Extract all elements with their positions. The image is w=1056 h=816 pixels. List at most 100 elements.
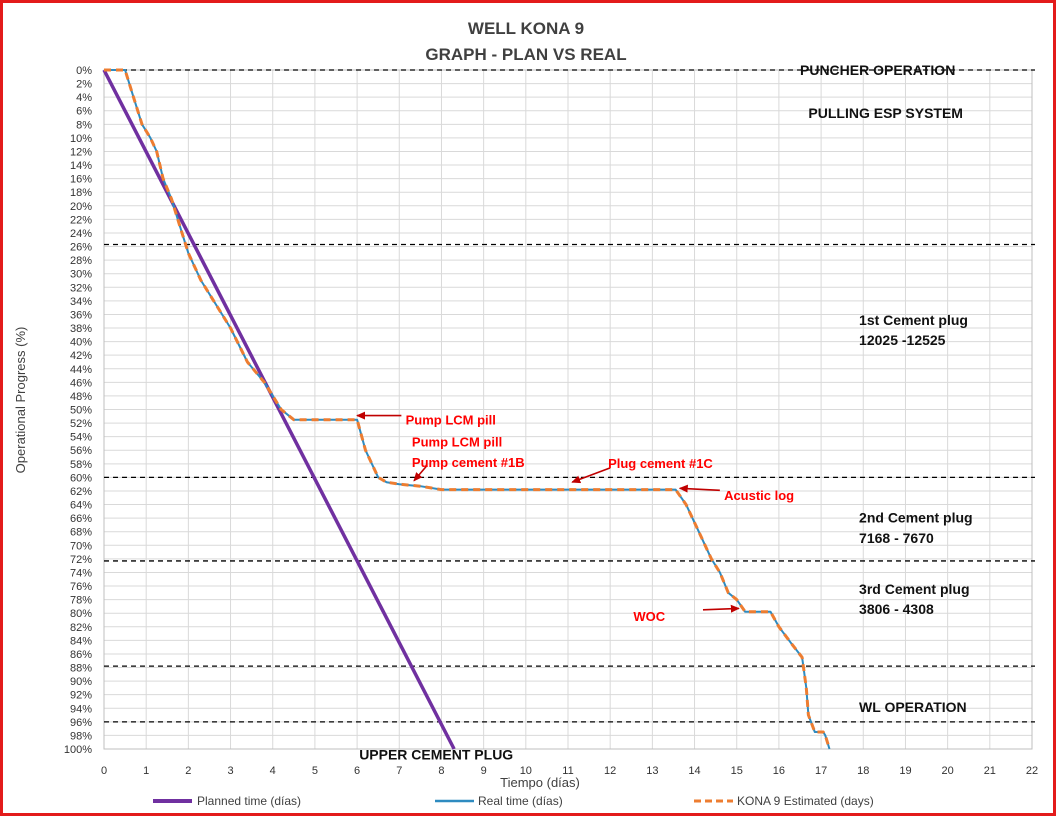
y-tick-label: 4% bbox=[76, 92, 92, 104]
phase-lines bbox=[104, 69, 1035, 723]
y-tick-label: 78% bbox=[70, 595, 92, 607]
annotation-acustic-log-arrow bbox=[678, 484, 720, 493]
y-tick-label: 68% bbox=[70, 527, 92, 539]
y-tick-label: 60% bbox=[70, 472, 92, 484]
annotation-plug-cement-1c-arrow bbox=[571, 467, 611, 484]
y-tick-label: 18% bbox=[70, 187, 92, 199]
y-tick-label: 42% bbox=[70, 350, 92, 362]
y-tick-label: 98% bbox=[70, 730, 92, 742]
y-tick-label: 38% bbox=[70, 323, 92, 335]
annotation-plug-cement-1c: Plug cement #1C bbox=[608, 456, 713, 471]
y-tick-label: 26% bbox=[70, 242, 92, 254]
section-first-cement-plug-depth: 12025 -12525 bbox=[859, 332, 946, 348]
annotation-pump-lcm-pill-2: Pump LCM pill bbox=[412, 434, 502, 449]
y-tick-label: 100% bbox=[64, 744, 92, 756]
x-tick-label: 14 bbox=[688, 765, 700, 777]
chart-subtitle: GRAPH - PLAN VS REAL bbox=[425, 45, 626, 64]
y-tick-label: 86% bbox=[70, 649, 92, 661]
x-tick-label: 5 bbox=[312, 765, 318, 777]
y-tick-label: 50% bbox=[70, 405, 92, 417]
y-tick-label: 28% bbox=[70, 255, 92, 267]
x-tick-label: 11 bbox=[562, 765, 573, 777]
x-tick-label: 21 bbox=[984, 765, 996, 777]
y-tick-label: 44% bbox=[70, 364, 92, 376]
y-tick-label: 0% bbox=[76, 65, 92, 77]
y-tick-label: 36% bbox=[70, 309, 92, 321]
section-first-cement-plug: 1st Cement plug bbox=[859, 312, 968, 328]
y-tick-label: 58% bbox=[70, 459, 92, 471]
y-tick-label: 22% bbox=[70, 214, 92, 226]
x-tick-label: 10 bbox=[520, 765, 532, 777]
legend: Planned time (días) Real time (días) KON… bbox=[153, 794, 874, 808]
y-tick-label: 40% bbox=[70, 337, 92, 349]
y-tick-label: 2% bbox=[76, 79, 92, 91]
section-third-cement-plug-depth: 3806 - 4308 bbox=[859, 601, 934, 617]
x-tick-label: 13 bbox=[646, 765, 658, 777]
y-tick-label: 84% bbox=[70, 635, 92, 647]
x-axis-title: Tiempo (días) bbox=[500, 775, 580, 790]
chart-title: WELL KONA 9 bbox=[468, 19, 584, 38]
x-tick-label: 0 bbox=[101, 765, 107, 777]
x-tick-label: 17 bbox=[815, 765, 827, 777]
annotation-woc: WOC bbox=[633, 609, 665, 624]
x-tick-label: 4 bbox=[270, 765, 276, 777]
y-tick-label: 48% bbox=[70, 391, 92, 403]
section-upper-cement-plug: UPPER CEMENT PLUG bbox=[359, 746, 513, 762]
y-tick-label: 88% bbox=[70, 663, 92, 675]
series-line-estimated bbox=[104, 68, 831, 750]
y-tick-label: 24% bbox=[70, 228, 92, 240]
y-tick-label: 76% bbox=[70, 581, 92, 593]
x-tick-label: 19 bbox=[899, 765, 911, 777]
y-tick-label: 8% bbox=[76, 119, 92, 131]
y-tick-label: 94% bbox=[70, 703, 92, 715]
annotations: Pump LCM pill Pump LCM pill Pump cement #1… bbox=[356, 411, 794, 624]
annotation-pump-cement-1b-arrow bbox=[413, 465, 428, 482]
y-tick-label: 56% bbox=[70, 445, 92, 457]
legend-label-estimated: KONA 9 Estimated (days) bbox=[737, 794, 874, 808]
section-wl-operation: WL OPERATION bbox=[859, 699, 967, 715]
x-tick-label: 9 bbox=[481, 765, 487, 777]
annotation-pump-cement-1b: Pump cement #1B bbox=[412, 455, 525, 470]
y-tick-label: 52% bbox=[70, 418, 92, 430]
section-third-cement-plug: 3rd Cement plug bbox=[859, 581, 969, 597]
section-second-cement-plug: 2nd Cement plug bbox=[859, 509, 973, 525]
legend-label-planned: Planned time (días) bbox=[197, 794, 301, 808]
x-tick-label: 15 bbox=[731, 765, 743, 777]
y-tick-label: 32% bbox=[70, 282, 92, 294]
series-line-planned bbox=[102, 69, 456, 750]
x-tick-label: 16 bbox=[773, 765, 785, 777]
y-tick-label: 92% bbox=[70, 690, 92, 702]
x-tick-label: 3 bbox=[227, 765, 233, 777]
y-tick-label: 12% bbox=[70, 146, 92, 158]
section-puncher-operation: PUNCHER OPERATION bbox=[800, 62, 955, 78]
y-axis-title: Operational Progress (%) bbox=[13, 327, 28, 474]
y-tick-label: 62% bbox=[70, 486, 92, 498]
y-tick-label: 66% bbox=[70, 513, 92, 525]
x-tick-label: 7 bbox=[396, 765, 402, 777]
y-tick-label: 10% bbox=[70, 133, 92, 145]
x-tick-label: 2 bbox=[185, 765, 191, 777]
section-second-cement-plug-depth: 7168 - 7670 bbox=[859, 530, 934, 546]
x-tick-label: 18 bbox=[857, 765, 869, 777]
axis-ticks: 0% 2%4% 6%8% 10%12% 14% 16%18% 20%22% 24% 26%28%… bbox=[64, 65, 1038, 777]
y-tick-label: 96% bbox=[70, 717, 92, 729]
y-tick-label: 80% bbox=[70, 608, 92, 620]
legend-label-real: Real time (días) bbox=[478, 794, 563, 808]
y-tick-label: 90% bbox=[70, 676, 92, 688]
y-tick-label: 64% bbox=[70, 500, 92, 512]
y-tick-label: 16% bbox=[70, 174, 92, 186]
x-tick-label: 8 bbox=[438, 765, 444, 777]
x-tick-label: 12 bbox=[604, 765, 616, 777]
y-tick-label: 30% bbox=[70, 269, 92, 281]
y-tick-label: 70% bbox=[70, 540, 92, 552]
section-pulling-esp: PULLING ESP SYSTEM bbox=[808, 105, 963, 121]
annotation-woc-arrow bbox=[702, 604, 740, 613]
annotation-pump-lcm-pill-1: Pump LCM pill bbox=[406, 413, 496, 428]
y-tick-label: 6% bbox=[76, 106, 92, 118]
x-tick-label: 22 bbox=[1026, 765, 1038, 777]
y-tick-label: 20% bbox=[70, 201, 92, 213]
y-tick-label: 46% bbox=[70, 377, 92, 389]
x-tick-label: 6 bbox=[354, 765, 360, 777]
